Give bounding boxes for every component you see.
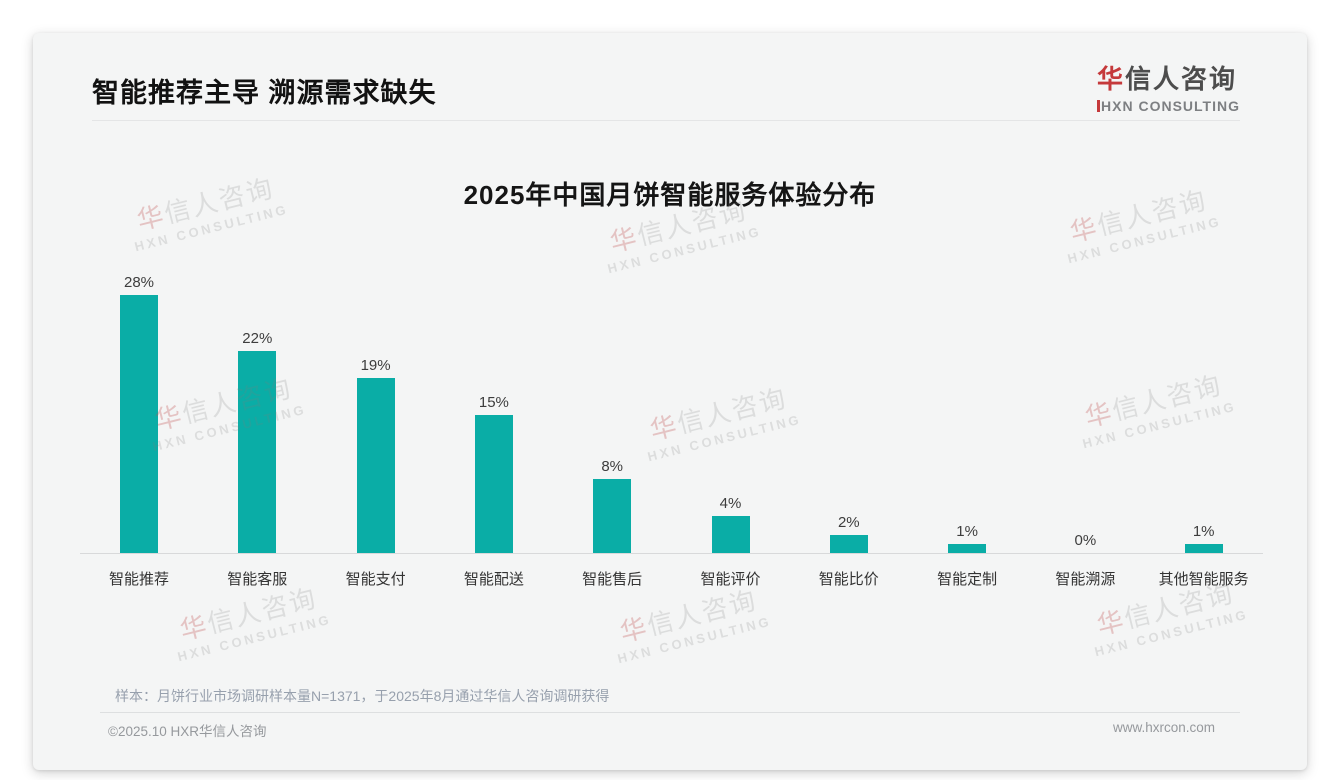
bar-value-label: 4%	[719, 495, 742, 512]
brand-logo-english-text: HXN CONSULTING	[1101, 98, 1240, 114]
bar-column: 28% 智能推荐	[80, 274, 198, 588]
bar	[238, 351, 277, 553]
bar-value-label: 28%	[123, 274, 155, 291]
brand-logo-chinese-rest: 信人咨询	[1125, 64, 1238, 94]
page-title: 智能推荐主导 溯源需求缺失	[92, 78, 437, 108]
bar-value-label: 15%	[478, 394, 509, 411]
bar-column: 22% 智能客服	[198, 330, 316, 588]
bar-category-label: 智能售后	[582, 571, 643, 588]
bar-column: 19% 智能支付	[317, 357, 435, 588]
bar-category-label: 智能定制	[937, 571, 998, 588]
brand-logo: 华信人咨询 HXN CONSULTING	[1097, 59, 1240, 114]
brand-logo-chinese: 华信人咨询	[1097, 59, 1240, 96]
bar-value-label: 0%	[1074, 532, 1097, 549]
bar-category-label: 智能客服	[227, 571, 288, 588]
bar-category-label: 智能配送	[463, 571, 524, 588]
bar-column: 1% 其他智能服务	[1145, 523, 1263, 588]
bar	[948, 544, 987, 553]
bar-category-label: 智能比价	[818, 571, 879, 588]
bar	[711, 516, 750, 553]
x-axis-line	[80, 553, 1263, 554]
bar-column: 8% 智能售后	[553, 458, 671, 588]
bar-category-label: 智能支付	[345, 571, 406, 588]
brand-logo-chinese-accent: 华	[1097, 64, 1126, 94]
footer: ©2025.10 HXR华信人咨询 www.hxrcon.com	[108, 720, 1215, 740]
footer-website: www.hxrcon.com	[1112, 720, 1215, 735]
bar-value-label: 1%	[1192, 523, 1215, 540]
bar	[829, 535, 868, 553]
bar-column: 1% 智能定制	[908, 523, 1026, 588]
bar-column: 0% 智能溯源	[1026, 532, 1144, 588]
footer-copyright: ©2025.10 HXR华信人咨询	[108, 724, 267, 739]
footer-divider	[100, 712, 1240, 713]
bar	[356, 378, 395, 553]
logo-red-mark-icon	[1097, 100, 1101, 112]
brand-logo-english: HXN CONSULTING	[1097, 98, 1240, 114]
bar-column: 4% 智能评价	[672, 495, 790, 588]
bar	[120, 295, 158, 553]
bar-category-label: 智能溯源	[1055, 571, 1116, 588]
bar-value-label: 8%	[601, 458, 624, 475]
bar	[1184, 544, 1223, 553]
bar-chart: 28% 智能推荐 22% 智能客服 19% 智能支付 15% 智能配送 8% 智能售后 4% 智能评价…	[80, 183, 1263, 588]
bar	[593, 479, 632, 553]
bar-value-label: 2%	[837, 514, 860, 531]
header-divider	[92, 120, 1240, 121]
brand-watermark: 华信人咨询 HXN CONSULTING	[615, 584, 773, 667]
report-card: 智能推荐主导 溯源需求缺失 华信人咨询 HXN CONSULTING 2025年…	[33, 33, 1307, 770]
bar-category-label: 其他智能服务	[1158, 571, 1249, 588]
bar	[474, 415, 513, 553]
bar-column: 2% 智能比价	[790, 514, 908, 588]
sample-note: 样本：月饼行业市场调研样本量N=1371，于2025年8月通过华信人咨询调研获得	[115, 688, 610, 704]
bar-value-label: 22%	[242, 330, 273, 347]
bar-category-label: 智能推荐	[108, 571, 169, 588]
bar-value-label: 1%	[956, 523, 978, 540]
bar-column: 15% 智能配送	[435, 394, 553, 588]
bar-category-label: 智能评价	[700, 571, 761, 588]
chart-title: 2025年中国月饼智能服务体验分布	[463, 180, 877, 210]
bar-value-label: 19%	[360, 357, 391, 374]
